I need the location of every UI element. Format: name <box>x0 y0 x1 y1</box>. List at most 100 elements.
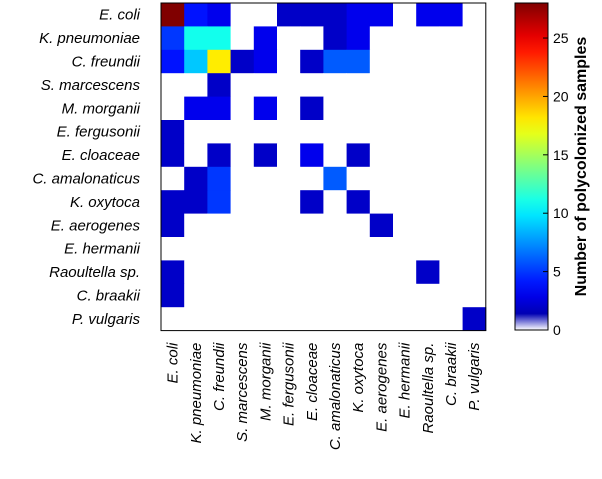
heatmap-cell-p-vulgaris-e-hermanii <box>393 307 417 331</box>
heatmap-cell-s-marcescens-k-oxytoca <box>346 73 371 97</box>
heatmap-cell-m-morganii-p-vulgaris <box>462 96 487 121</box>
heatmap-cell-e-hermanii-e-cloaceae <box>300 237 324 261</box>
colorbar-tick-label-5: 5 <box>553 264 561 280</box>
heatmap-cell-e-aerogenes-e-cloaceae <box>300 213 324 238</box>
heatmap-cell-p-vulgaris-s-marcescens <box>230 307 255 331</box>
heatmap-cell-k-oxytoca-p-vulgaris <box>462 190 487 214</box>
heatmap-cell-k-oxytoca-c-braakii <box>439 190 463 214</box>
heatmap-cell-raoultella-sp-m-morganii <box>253 260 278 285</box>
heatmap-cell-p-vulgaris-e-cloaceae <box>300 307 324 331</box>
heatmap-cell-k-pneumoniae-e-hermanii <box>393 26 417 51</box>
heatmap-cell-e-cloaceae-e-cloaceae <box>300 143 324 168</box>
heatmap-cell-c-braakii-c-amalonaticus <box>323 283 347 308</box>
heatmap-cell-raoultella-sp-k-oxytoca <box>346 260 371 285</box>
heatmap-cell-raoultella-sp-s-marcescens <box>230 260 255 285</box>
heatmap-cell-e-coli-m-morganii <box>253 3 278 27</box>
heatmap-cell-e-fergusonii-raoultella-sp <box>416 120 440 144</box>
heatmap-cell-c-freundii-m-morganii <box>253 49 278 74</box>
heatmap-cell-e-coli-c-braakii <box>439 3 463 27</box>
heatmap-cell-k-oxytoca-e-cloaceae <box>300 190 324 214</box>
heatmap-cell-e-coli-s-marcescens <box>230 3 255 27</box>
heatmap-cell-e-coli-e-aerogenes <box>369 3 394 27</box>
heatmap-cell-c-freundii-k-oxytoca <box>346 49 371 74</box>
heatmap-cell-e-fergusonii-e-fergusonii <box>277 120 301 144</box>
heatmap-cell-s-marcescens-e-hermanii <box>393 73 417 97</box>
heatmap-cell-e-cloaceae-raoultella-sp <box>416 143 440 168</box>
heatmap-cell-e-hermanii-k-oxytoca <box>346 237 371 261</box>
heatmap-cell-m-morganii-e-aerogenes <box>369 96 394 121</box>
heatmap-cell-c-braakii-s-marcescens <box>230 283 255 308</box>
heatmap-cell-e-fergusonii-e-aerogenes <box>369 120 394 144</box>
heatmap-cell-s-marcescens-m-morganii <box>253 73 278 97</box>
heatmap-cell-k-pneumoniae-m-morganii <box>253 26 278 51</box>
heatmap-cell-k-pneumoniae-s-marcescens <box>230 26 255 51</box>
column-labels: E. coli K. pneumoniae C. freundii S. marces… <box>165 342 484 450</box>
column-label-c-braakii: C. braakii <box>443 342 460 406</box>
heatmap-cell-c-amalonaticus-raoultella-sp <box>416 166 440 191</box>
heatmap-cell-e-aerogenes-k-pneumoniae <box>184 213 208 238</box>
row-labels: E. coli K. pneumoniae C. freundii S. marces… <box>32 7 140 328</box>
heatmap-cell-c-braakii-e-fergusonii <box>277 283 301 308</box>
heatmap-cell-e-cloaceae-e-coli <box>161 143 185 168</box>
heatmap-cell-e-hermanii-c-freundii <box>207 237 231 261</box>
column-label-e-cloaceae: E. cloaceae <box>304 343 321 421</box>
column-label-k-oxytoca: K. oxytoca <box>350 343 367 413</box>
plot-frame <box>160 2 487 332</box>
heatmap-cell-c-braakii-k-pneumoniae <box>184 283 208 308</box>
heatmap-cell-k-oxytoca-e-fergusonii <box>277 190 301 214</box>
colorbar-tick-label-15: 15 <box>553 147 569 163</box>
heatmap-cell-e-fergusonii-c-freundii <box>207 120 231 144</box>
heatmap-cell-c-amalonaticus-e-aerogenes <box>369 166 394 191</box>
heatmap-cell-e-aerogenes-e-coli <box>161 213 185 238</box>
colorbar-tick-label-0: 0 <box>553 322 561 338</box>
column-label-e-coli: E. coli <box>165 342 182 384</box>
heatmap-cell-m-morganii-s-marcescens <box>230 96 255 121</box>
heatmap-cell-c-freundii-e-aerogenes <box>369 49 394 74</box>
row-label-s-marcescens: S. marcescens <box>41 77 141 94</box>
heatmap-cell-m-morganii-k-pneumoniae <box>184 96 208 121</box>
heatmap-cell-p-vulgaris-p-vulgaris <box>462 307 487 331</box>
heatmap-cell-raoultella-sp-p-vulgaris <box>462 260 487 285</box>
heatmap-cell-c-freundii-c-braakii <box>439 49 463 74</box>
heatmap-cell-e-fergusonii-e-hermanii <box>393 120 417 144</box>
heatmap-cell-e-cloaceae-c-freundii <box>207 143 231 168</box>
heatmap-cell-k-oxytoca-e-hermanii <box>393 190 417 214</box>
heatmap-cell-k-pneumoniae-p-vulgaris <box>462 26 487 51</box>
heatmap-cell-e-coli-k-oxytoca <box>346 3 371 27</box>
colorbar-tick-label-25: 25 <box>553 30 569 46</box>
heatmap-cell-c-amalonaticus-c-freundii <box>207 166 231 191</box>
row-label-e-cloaceae: E. cloaceae <box>62 147 140 164</box>
heatmap-cell-e-fergusonii-s-marcescens <box>230 120 255 144</box>
heatmap-cell-s-marcescens-k-pneumoniae <box>184 73 208 97</box>
column-label-p-vulgaris: P. vulgaris <box>466 342 483 411</box>
heatmap-cell-c-amalonaticus-e-fergusonii <box>277 166 301 191</box>
heatmap-cell-s-marcescens-c-freundii <box>207 73 231 97</box>
heatmap-cell-c-braakii-p-vulgaris <box>462 283 487 308</box>
heatmap-cell-m-morganii-m-morganii <box>253 96 278 121</box>
column-label-m-morganii: M. morganii <box>257 342 274 421</box>
colorbar-tick-label-10: 10 <box>553 205 569 221</box>
heatmap-cell-c-braakii-e-hermanii <box>393 283 417 308</box>
column-label-c-freundii: C. freundii <box>211 342 228 411</box>
column-label-raoultella-sp: Raoultella sp. <box>420 343 437 434</box>
column-label-s-marcescens: S. marcescens <box>234 342 251 442</box>
heatmap-cell-p-vulgaris-raoultella-sp <box>416 307 440 331</box>
column-label-k-pneumoniae: K. pneumoniae <box>188 343 205 444</box>
heatmap-cell-k-pneumoniae-e-coli <box>161 26 185 51</box>
heatmap-cell-e-hermanii-raoultella-sp <box>416 237 440 261</box>
heatmap-cell-k-oxytoca-raoultella-sp <box>416 190 440 214</box>
heatmap-cell-raoultella-sp-e-fergusonii <box>277 260 301 285</box>
heatmap-cell-m-morganii-k-oxytoca <box>346 96 371 121</box>
heatmap-cell-m-morganii-c-freundii <box>207 96 231 121</box>
heatmap-cell-k-oxytoca-c-amalonaticus <box>323 190 347 214</box>
heatmap-cell-c-freundii-e-fergusonii <box>277 49 301 74</box>
heatmap-cell-c-freundii-raoultella-sp <box>416 49 440 74</box>
heatmap-cell-e-aerogenes-raoultella-sp <box>416 213 440 238</box>
heatmap-cell-e-aerogenes-e-fergusonii <box>277 213 301 238</box>
heatmap-cell-e-aerogenes-m-morganii <box>253 213 278 238</box>
heatmap-cell-c-freundii-c-freundii <box>207 49 231 74</box>
heatmap-cell-c-freundii-s-marcescens <box>230 49 255 74</box>
heatmap-cell-e-hermanii-e-hermanii <box>393 237 417 261</box>
heatmap-cell-s-marcescens-s-marcescens <box>230 73 255 97</box>
column-label-c-amalonaticus: C. amalonaticus <box>327 342 344 450</box>
